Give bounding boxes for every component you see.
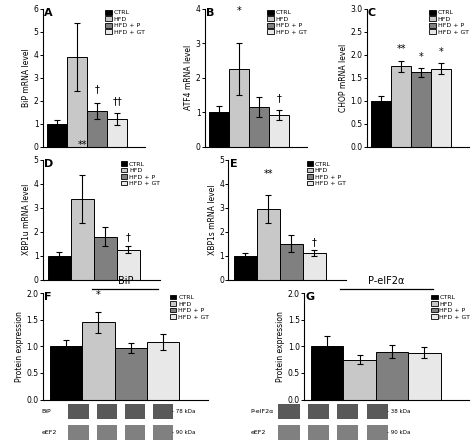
Text: B: B [206,8,214,17]
Bar [147,342,179,400]
Text: ††: †† [112,96,122,107]
Bar [209,112,229,147]
Bar [94,237,117,280]
Bar [71,199,94,280]
Bar [280,244,302,280]
Bar [115,348,147,400]
Legend: CTRL, HFD, HFD + P, HFD + GT: CTRL, HFD, HFD + P, HFD + GT [120,161,161,187]
Bar [125,404,145,419]
Bar [249,107,269,147]
Text: - 78 kDa: - 78 kDa [172,409,195,414]
Bar [50,346,82,400]
Bar [337,404,358,419]
Text: D: D [44,159,53,169]
Bar [67,57,87,147]
Bar [153,424,173,440]
Bar [82,322,115,400]
Legend: CTRL, HFD, HFD + P, HFD + GT: CTRL, HFD, HFD + P, HFD + GT [170,294,210,321]
Bar [68,404,89,419]
Text: - 38 kDa: - 38 kDa [387,409,411,414]
Legend: CTRL, HFD, HFD + P, HFD + GT: CTRL, HFD, HFD + P, HFD + GT [306,161,346,187]
Legend: CTRL, HFD, HFD + P, HFD + GT: CTRL, HFD, HFD + P, HFD + GT [105,9,145,36]
Text: BiP: BiP [118,276,133,285]
Bar [229,69,249,147]
Bar [337,424,358,440]
Y-axis label: CHOP mRNA level: CHOP mRNA level [338,44,347,112]
Bar [278,404,300,419]
Bar [68,424,89,440]
Bar [48,256,71,280]
Bar [153,404,173,419]
Text: P-eIF2α: P-eIF2α [250,409,274,414]
Text: **: ** [78,140,87,150]
Bar [371,101,391,147]
Text: P-eIF2α: P-eIF2α [368,276,405,285]
Bar [376,352,408,400]
Text: *: * [439,47,444,56]
Text: †: † [277,94,282,103]
Bar [97,404,117,419]
Bar [391,66,411,147]
Bar [278,424,300,440]
Legend: CTRL, HFD, HFD + P, HFD + GT: CTRL, HFD, HFD + P, HFD + GT [267,9,307,36]
Y-axis label: BiP mRNA level: BiP mRNA level [22,48,31,107]
Y-axis label: XBP1u mRNA level: XBP1u mRNA level [22,184,31,255]
Text: BiP: BiP [42,409,52,414]
Y-axis label: Protein expression: Protein expression [15,311,24,382]
Y-axis label: ATF4 mRNA level: ATF4 mRNA level [184,45,193,110]
Text: *: * [96,290,101,300]
Bar [344,360,376,400]
Text: **: ** [264,169,273,179]
Bar [411,72,431,147]
Y-axis label: XBP1s mRNA level: XBP1s mRNA level [208,185,217,255]
Bar [234,256,256,280]
Bar [311,346,344,400]
Text: - 90 kDa: - 90 kDa [172,430,195,435]
Text: G: G [306,292,315,302]
Bar [256,209,280,280]
Text: †: † [311,237,317,247]
Bar [117,250,140,280]
Bar [308,404,329,419]
Text: C: C [368,8,376,17]
Bar [408,353,440,400]
Bar [431,68,451,147]
Bar [87,111,107,147]
Text: *: * [237,6,242,16]
Bar [302,254,326,280]
Bar [366,424,388,440]
Y-axis label: Protein expression: Protein expression [276,311,285,382]
Text: eEF2: eEF2 [250,430,266,435]
Text: **: ** [397,44,406,54]
Bar [269,115,290,147]
Text: †: † [126,232,131,242]
Bar [366,404,388,419]
Text: eEF2: eEF2 [42,430,57,435]
Text: *: * [419,52,424,62]
Legend: CTRL, HFD, HFD + P, HFD + GT: CTRL, HFD, HFD + P, HFD + GT [429,9,469,36]
Text: - 90 kDa: - 90 kDa [387,430,411,435]
Legend: CTRL, HFD, HFD + P, HFD + GT: CTRL, HFD, HFD + P, HFD + GT [431,294,471,321]
Bar [308,424,329,440]
Bar [47,123,67,147]
Bar [125,424,145,440]
Text: †: † [95,84,100,94]
Text: E: E [230,159,237,169]
Text: F: F [45,292,52,302]
Bar [107,119,128,147]
Bar [97,424,117,440]
Text: A: A [44,8,53,17]
